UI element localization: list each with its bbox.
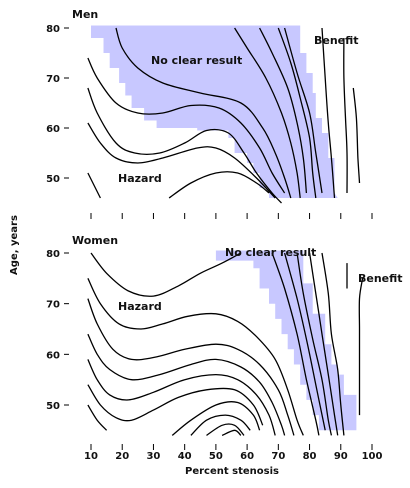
x-tick-label: 90 xyxy=(334,451,348,462)
contour-line xyxy=(283,27,323,194)
men-no-clear-label: No clear result xyxy=(151,54,242,67)
x-tick-label: 50 xyxy=(209,451,223,462)
contour-line xyxy=(90,252,242,297)
y-tick-label: 70 xyxy=(46,74,60,85)
contour-line xyxy=(87,298,295,436)
contour-line xyxy=(87,384,264,426)
contour-line xyxy=(308,252,339,436)
contour-line xyxy=(234,27,301,199)
contour-line xyxy=(358,278,364,416)
contour-line xyxy=(87,278,304,436)
women-hazard-label: Hazard xyxy=(118,300,162,313)
contour-line xyxy=(190,414,251,436)
women-no-clear-label: No clear result xyxy=(225,246,316,259)
y-tick-label: 50 xyxy=(46,174,60,185)
x-tick-label: 10 xyxy=(84,451,98,462)
women-benefit-label: Benefit xyxy=(358,272,403,285)
contour-line xyxy=(115,27,292,199)
contour-line xyxy=(277,27,317,199)
contour-line xyxy=(352,87,361,184)
men-hazard-label: Hazard xyxy=(118,172,162,185)
contour-line xyxy=(87,87,282,204)
contour-line xyxy=(259,27,308,194)
x-tick-label: 20 xyxy=(115,451,129,462)
contour-line xyxy=(296,252,333,436)
contour-line xyxy=(171,401,261,436)
y-axis-title: Age, years xyxy=(9,215,20,275)
y-tick-label: 60 xyxy=(46,350,60,361)
contour-line xyxy=(87,57,286,194)
contour-line xyxy=(87,359,276,436)
x-tick-label: 40 xyxy=(178,451,192,462)
no-clear-result-region xyxy=(215,250,357,431)
x-axis-title: Percent stenosis xyxy=(185,466,279,477)
shared-axes: 10 20 30 40 50 60 70 80 90 100 xyxy=(84,451,382,462)
women-panel-label: Women xyxy=(72,234,118,247)
x-tick-label: 80 xyxy=(303,451,317,462)
men-benefit-label: Benefit xyxy=(314,34,359,47)
y-tick-label: 70 xyxy=(46,300,60,311)
contour-line xyxy=(321,252,345,436)
contour-line xyxy=(87,172,101,199)
women-panel: 50 60 70 80 xyxy=(46,249,373,450)
x-tick-label: 100 xyxy=(362,451,383,462)
y-tick-label: 50 xyxy=(46,401,60,412)
contour-line xyxy=(343,37,348,194)
contour-line xyxy=(87,122,276,199)
x-tick-label: 70 xyxy=(271,451,285,462)
y-tick-label: 80 xyxy=(46,24,60,35)
contour-line xyxy=(283,252,326,431)
contour-line xyxy=(321,27,336,199)
y-tick-label: 60 xyxy=(46,124,60,135)
x-tick-label: 60 xyxy=(240,451,254,462)
men-panel: 50 60 70 80 xyxy=(46,24,373,219)
y-tick-label: 80 xyxy=(46,249,60,260)
contour-line xyxy=(168,171,270,199)
contour-line xyxy=(271,252,320,436)
contour-line xyxy=(206,423,245,436)
x-tick-label: 30 xyxy=(146,451,160,462)
contour-line xyxy=(87,333,286,436)
contour-line xyxy=(221,429,242,437)
contour-line xyxy=(87,404,108,431)
men-panel-label: Men xyxy=(72,8,98,21)
